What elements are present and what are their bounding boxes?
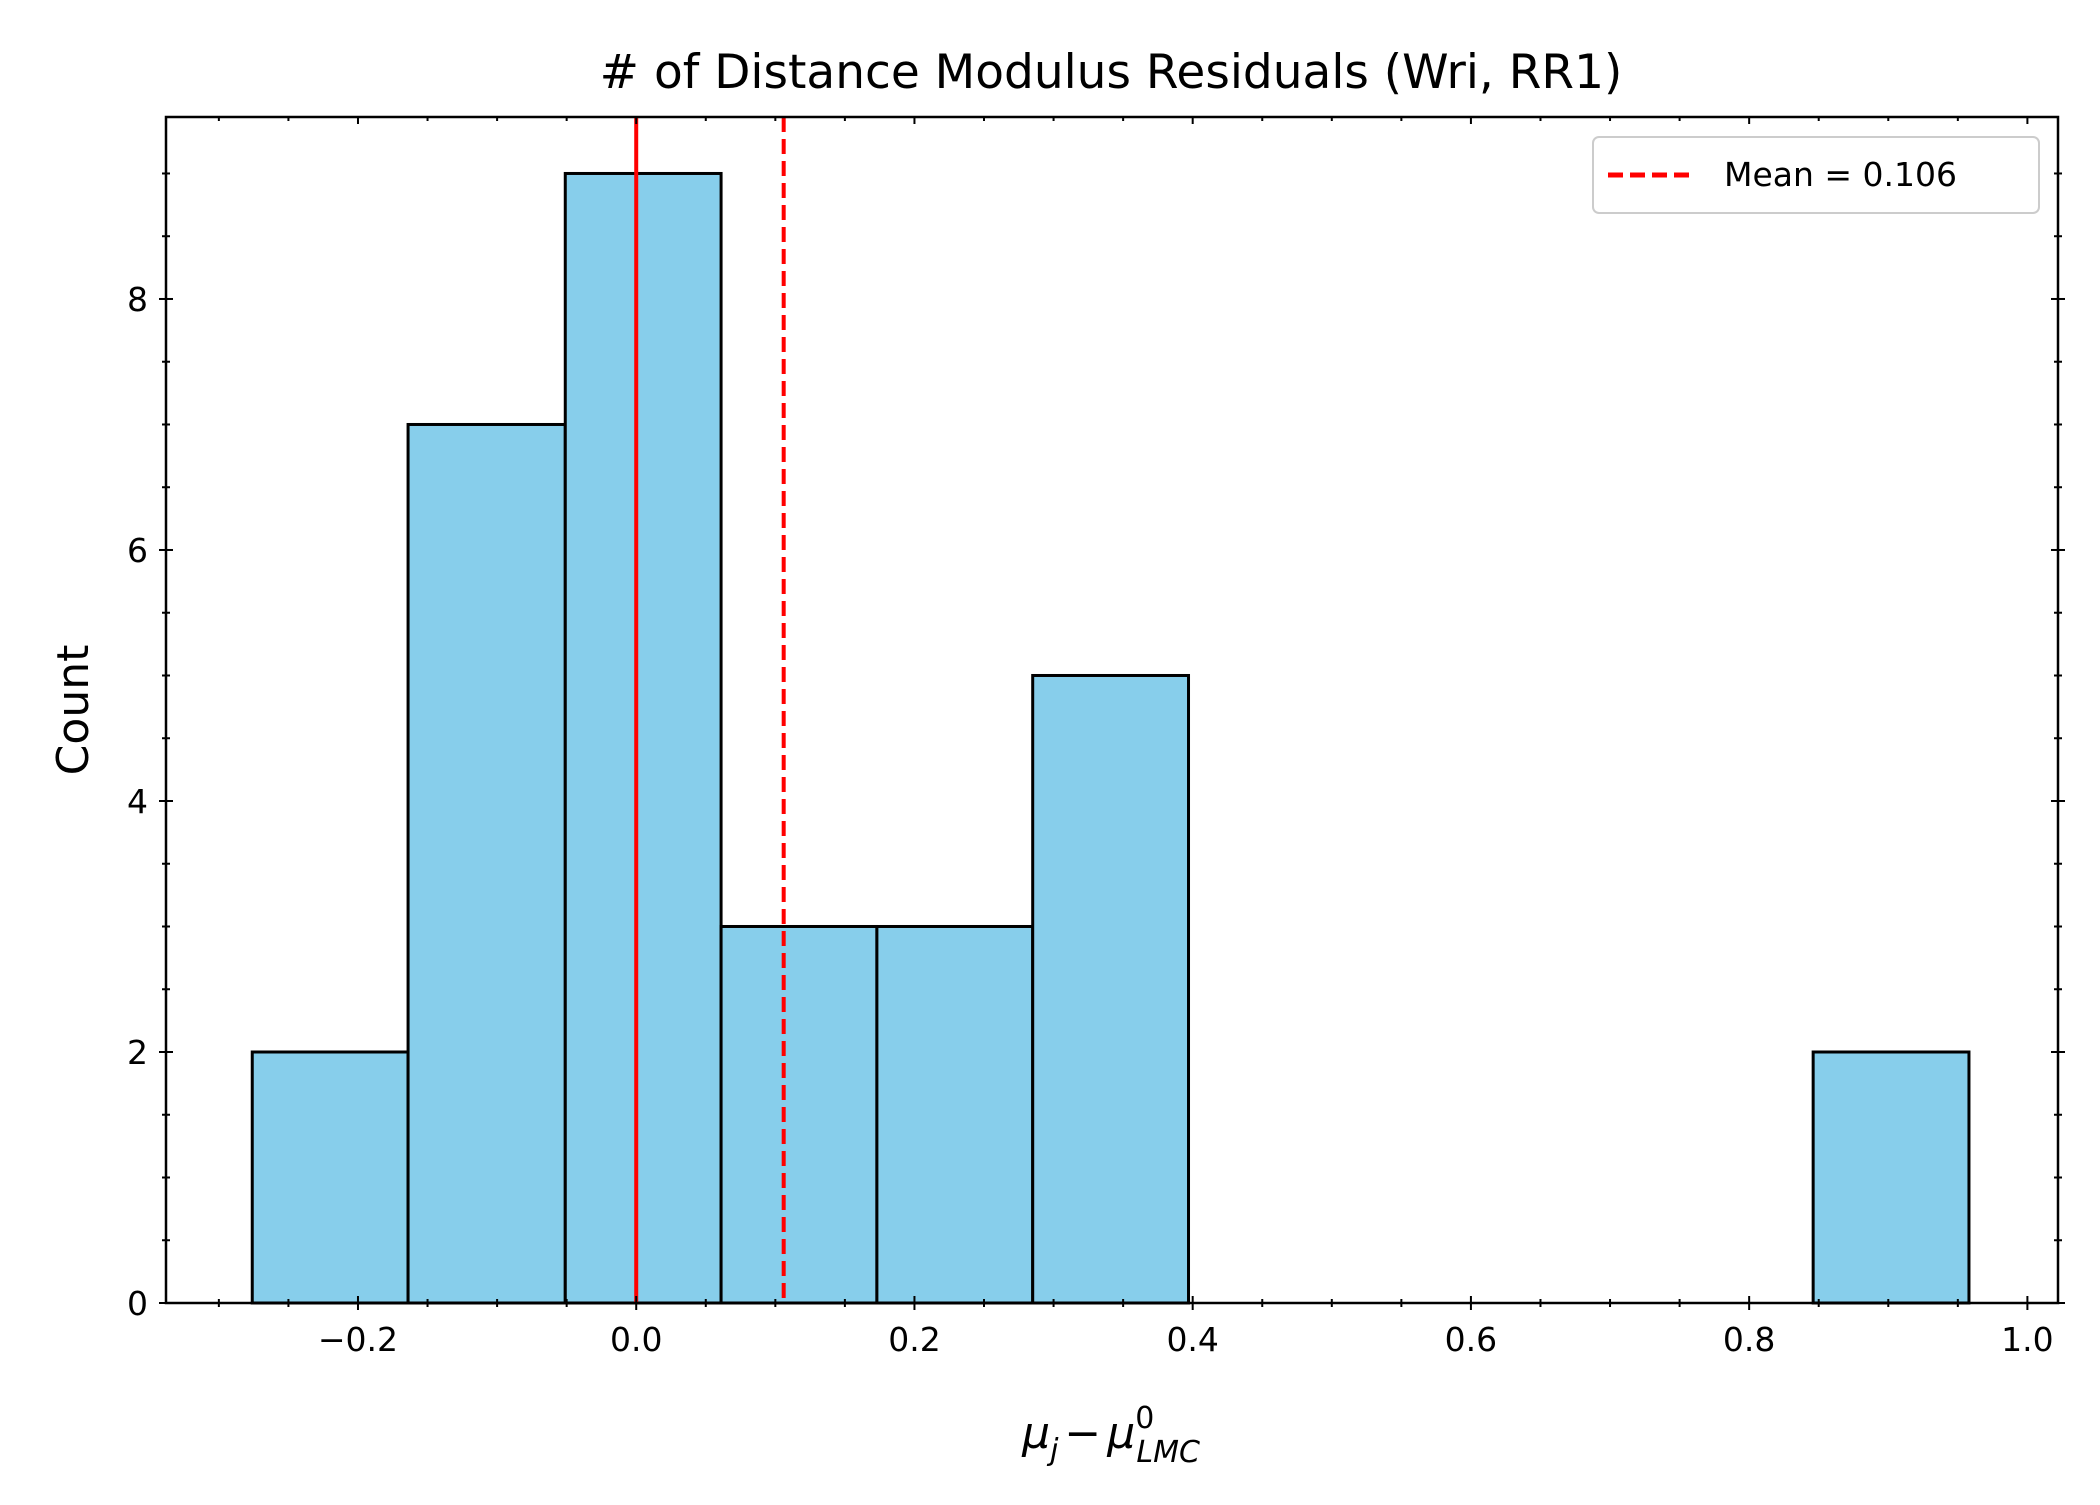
x-tick-label: 0.0 xyxy=(610,1320,662,1359)
x-tick-label: −0.2 xyxy=(318,1320,398,1359)
x-tick-label: 1.0 xyxy=(2001,1320,2053,1359)
x-label-mu2: μ xyxy=(1106,1408,1135,1459)
tick-labels: −0.2 0.0 0.2 0.4 0.6 0.8 1.0 0 2 4 6 8 xyxy=(127,280,2054,1359)
y-tick-label: 4 xyxy=(127,782,148,821)
histogram-bar xyxy=(875,924,1035,1305)
x-tick-label: 0.4 xyxy=(1166,1320,1218,1359)
x-label-mu: μ xyxy=(1021,1408,1050,1459)
legend: Mean = 0.106 xyxy=(1592,136,2040,214)
x-label-sub-j: j xyxy=(1046,1433,1059,1468)
legend-box xyxy=(1592,136,2040,214)
y-tick-label: 6 xyxy=(127,531,148,570)
chart-title: # of Distance Modulus Residuals (Wri, RR… xyxy=(600,45,1623,100)
x-axis-label: μj − μ0 LMC xyxy=(1021,1401,1200,1470)
y-tick-label: 8 xyxy=(127,280,148,319)
x-tick-label: 0.8 xyxy=(1723,1320,1775,1359)
histogram-bar xyxy=(406,422,567,1305)
legend-label-mean: Mean = 0.106 xyxy=(1724,155,1957,194)
y-axis-label: Count xyxy=(48,645,99,776)
plot-frame xyxy=(164,115,2060,1305)
x-tick-label: 0.6 xyxy=(1445,1320,1497,1359)
x-label-sub-lmc: LMC xyxy=(1136,1435,1200,1470)
x-label-sup-0: 0 xyxy=(1135,1401,1154,1436)
histogram-bars xyxy=(250,171,1971,1305)
histogram-bar xyxy=(1031,673,1191,1305)
axis-ticks xyxy=(159,117,2065,1310)
histogram-bar xyxy=(250,1050,410,1305)
y-tick-label: 2 xyxy=(127,1033,148,1072)
x-tick-label: 0.2 xyxy=(888,1320,940,1359)
histogram-bar xyxy=(1811,1050,1971,1305)
y-tick-label: 0 xyxy=(127,1284,148,1323)
x-label-minus: − xyxy=(1064,1408,1101,1459)
histogram-bar xyxy=(563,171,723,1305)
histogram-bar xyxy=(719,924,879,1305)
reference-lines xyxy=(634,117,786,1303)
